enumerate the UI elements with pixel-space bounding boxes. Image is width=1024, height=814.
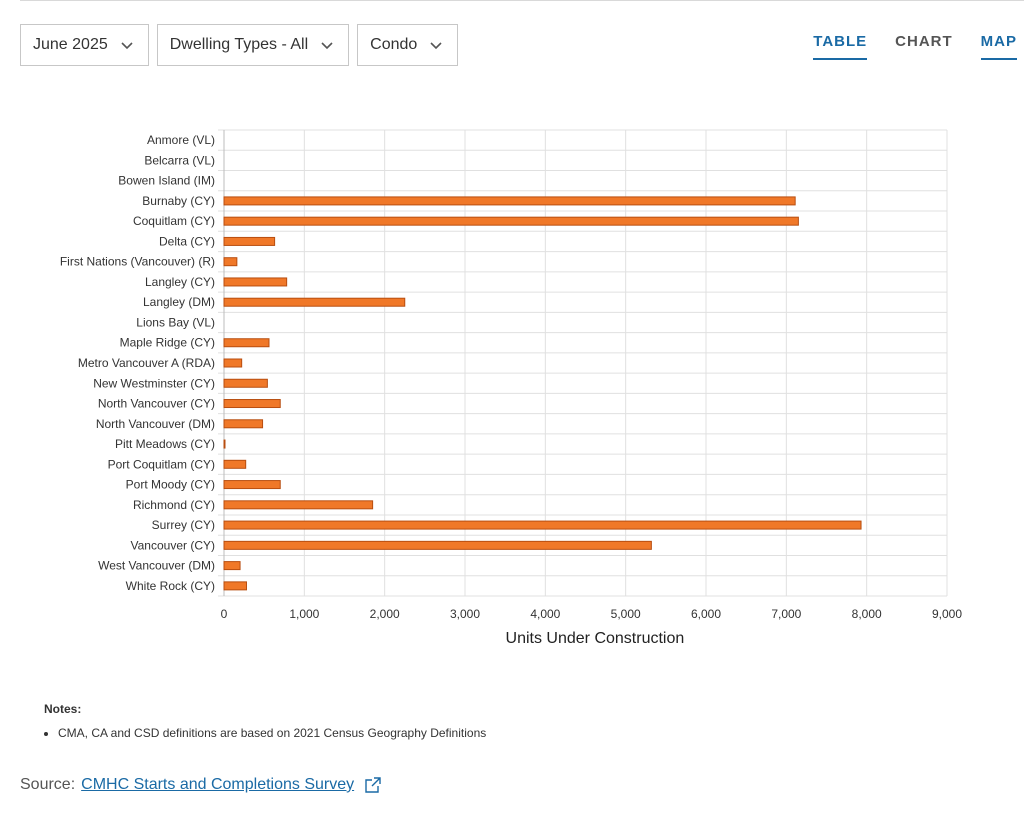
bar <box>223 459 247 469</box>
bar <box>223 419 264 429</box>
tab-map[interactable]: MAP <box>980 33 1017 60</box>
category-label: Belcarra (VL) <box>144 153 215 167</box>
notes-list: CMA, CA and CSD definitions are based on… <box>44 726 486 740</box>
category-label: Vancouver (CY) <box>131 538 215 552</box>
dwelling-type-filter-dropdown[interactable]: Dwelling Types - All <box>156 24 350 66</box>
bar <box>223 480 281 490</box>
bar <box>223 520 862 530</box>
x-axis-title: Units Under Construction <box>506 630 685 647</box>
bar <box>223 540 652 550</box>
bar <box>223 216 799 226</box>
bar <box>223 399 281 409</box>
chart-area: Anmore (VL) Belcarra (VL) Bowen Island (IM… <box>0 120 1024 660</box>
period-filter-dropdown[interactable]: June 2025 <box>20 24 149 66</box>
bar <box>223 338 270 348</box>
category-label: Maple Ridge (CY) <box>120 336 215 350</box>
category-label: Langley (CY) <box>145 275 215 289</box>
external-link-icon[interactable] <box>364 776 382 794</box>
source-link[interactable]: CMHC Starts and Completions Survey <box>81 776 355 793</box>
category-label: Port Coquitlam (CY) <box>108 457 215 471</box>
category-label: New Westminster (CY) <box>93 376 215 390</box>
period-filter-label: June 2025 <box>33 36 108 53</box>
x-tick-label: 8,000 <box>852 607 882 621</box>
market-filter-label: Condo <box>370 36 418 53</box>
notes-title: Notes: <box>44 702 82 716</box>
category-label: Richmond (CY) <box>133 498 215 512</box>
x-tick-label: 4,000 <box>530 607 560 621</box>
x-tick-label: 9,000 <box>932 607 962 621</box>
bar <box>223 500 374 510</box>
x-tick-label: 1,000 <box>289 607 319 621</box>
notes-section: Notes: CMA, CA and CSD definitions are b… <box>44 702 486 740</box>
category-label: Coquitlam (CY) <box>133 214 215 228</box>
chevron-down-icon <box>120 38 134 52</box>
category-label: Burnaby (CY) <box>142 194 215 208</box>
category-label: Pitt Meadows (CY) <box>115 437 215 451</box>
x-tick-label: 7,000 <box>771 607 801 621</box>
category-label: White Rock (CY) <box>126 579 215 593</box>
category-label: Langley (DM) <box>143 295 215 309</box>
dwelling-type-filter-label: Dwelling Types - All <box>169 36 309 53</box>
bar <box>223 236 276 246</box>
category-label: West Vancouver (DM) <box>98 559 215 573</box>
bar <box>223 257 238 267</box>
x-tick-label: 3,000 <box>450 607 480 621</box>
category-label: North Vancouver (DM) <box>96 417 215 431</box>
note-item: CMA, CA and CSD definitions are based on… <box>58 726 486 740</box>
source-line: Source: CMHC Starts and Completions Surv… <box>20 776 382 794</box>
bar <box>223 277 288 287</box>
source-prefix: Source: <box>20 776 76 793</box>
bar <box>223 297 406 307</box>
x-tick-label: 6,000 <box>691 607 721 621</box>
category-label: Bowen Island (IM) <box>118 174 215 188</box>
market-filter-dropdown[interactable]: Condo <box>357 24 459 66</box>
tab-chart[interactable]: CHART <box>895 33 953 50</box>
category-label: Delta (CY) <box>159 234 215 248</box>
bar-chart: Anmore (VL) Belcarra (VL) Bowen Island (IM… <box>60 129 962 647</box>
bar <box>223 358 243 368</box>
category-label: First Nations (Vancouver) (R) <box>60 255 215 269</box>
chevron-down-icon <box>429 38 443 52</box>
category-label: Anmore (VL) <box>147 133 215 147</box>
top-divider <box>20 0 1024 1</box>
x-tick-label: 5,000 <box>611 607 641 621</box>
category-label: North Vancouver (CY) <box>98 397 215 411</box>
bar <box>223 196 796 206</box>
category-label: Port Moody (CY) <box>126 478 215 492</box>
category-label: Metro Vancouver A (RDA) <box>78 356 215 370</box>
category-label: Surrey (CY) <box>152 518 215 532</box>
filter-bar: June 2025 Dwelling Types - All Condo <box>20 24 459 66</box>
chevron-down-icon <box>320 38 334 52</box>
bar <box>223 581 247 591</box>
view-tabs: TABLE CHART MAP <box>813 33 1017 60</box>
x-tick-label: 2,000 <box>370 607 400 621</box>
x-tick-label: 0 <box>221 607 228 621</box>
tab-table[interactable]: TABLE <box>813 33 868 60</box>
bar <box>223 378 268 388</box>
bar <box>223 561 241 571</box>
category-label: Lions Bay (VL) <box>136 315 215 329</box>
bar <box>223 439 226 449</box>
